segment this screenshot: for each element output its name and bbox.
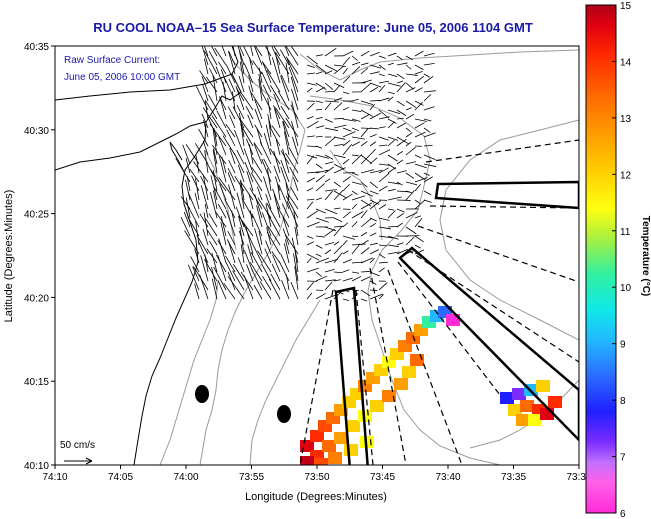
map-title: RU COOL NOAA–15 Sea Surface Temperature:…	[93, 20, 533, 35]
sst-pixel	[370, 400, 384, 412]
x-tick-label: 73:45	[370, 472, 395, 483]
sst-pixel	[394, 378, 408, 390]
annotation-line-2: June 05, 2006 10:00 GMT	[64, 72, 180, 83]
y-tick-label: 40:30	[24, 126, 49, 137]
x-tick-label: 74:05	[108, 472, 133, 483]
sst-pixel	[410, 354, 424, 366]
sst-pixel	[536, 380, 550, 392]
colorbar-tick-label: 6	[620, 509, 626, 519]
colorbar-label: Temperature (°C)	[640, 216, 651, 297]
annotation-line-1: Raw Surface Current:	[64, 55, 160, 66]
colorbar-tick-label: 14	[620, 57, 632, 68]
y-tick-label: 40:20	[24, 293, 49, 304]
x-tick-label: 73:50	[304, 472, 329, 483]
sst-pixel	[520, 400, 534, 412]
sst-pixel	[344, 444, 358, 456]
x-tick-label: 74:00	[173, 472, 198, 483]
sst-pixel	[402, 366, 416, 378]
colorbar-tick-label: 11	[620, 227, 631, 238]
y-axis-ticks: 40:10 40:15 40:20 40:25 40:30 40:35	[24, 42, 55, 472]
sst-pixel	[314, 458, 328, 470]
colorbar-tick-label: 9	[620, 340, 626, 351]
colorbar: 6 7 8 9 10 11 12 13 14 15 Temperature (°C)	[586, 1, 651, 519]
colorbar-tick-label: 12	[620, 170, 632, 181]
x-tick-label: 74:10	[42, 472, 67, 483]
map-plot-area: Raw Surface Current: June 05, 2006 10:00…	[55, 36, 579, 470]
sst-pixel	[512, 388, 526, 400]
y-tick-label: 40:25	[24, 210, 49, 221]
scale-arrow-label: 50 cm/s	[60, 440, 95, 451]
sst-pixel	[322, 440, 336, 452]
sst-map-figure: RU COOL NOAA–15 Sea Surface Temperature:…	[0, 0, 651, 519]
y-tick-label: 40:15	[24, 377, 49, 388]
sst-pixel	[516, 414, 530, 426]
x-tick-label: 73:55	[239, 472, 264, 483]
current-vector	[361, 271, 370, 272]
y-tick-label: 40:35	[24, 42, 49, 53]
sst-pixel	[528, 414, 542, 426]
sst-pixel	[548, 396, 562, 408]
station-marker-east	[277, 405, 291, 423]
colorbar-tick-label: 8	[620, 396, 626, 407]
colorbar-gradient	[586, 5, 616, 513]
colorbar-tick-label: 13	[620, 114, 632, 125]
sst-pixel	[328, 452, 342, 464]
colorbar-tick-label: 15	[620, 1, 632, 12]
x-tick-label: 73:40	[435, 472, 460, 483]
station-marker-west	[195, 385, 209, 403]
colorbar-tick-label: 7	[620, 453, 626, 464]
colorbar-tick-label: 10	[620, 283, 632, 294]
sst-pixel	[500, 392, 514, 404]
x-axis-ticks: 74:10 74:05 74:00 73:55 73:50 73:45 73:40 73:35…	[42, 465, 591, 483]
sst-pixel	[300, 456, 314, 468]
y-tick-label: 40:10	[24, 461, 49, 472]
y-axis-label: Latitude (Degrees:Minutes)	[3, 190, 15, 323]
x-axis-label: Longitude (Degrees:Minutes)	[245, 491, 387, 503]
x-tick-label: 73:35	[501, 472, 526, 483]
